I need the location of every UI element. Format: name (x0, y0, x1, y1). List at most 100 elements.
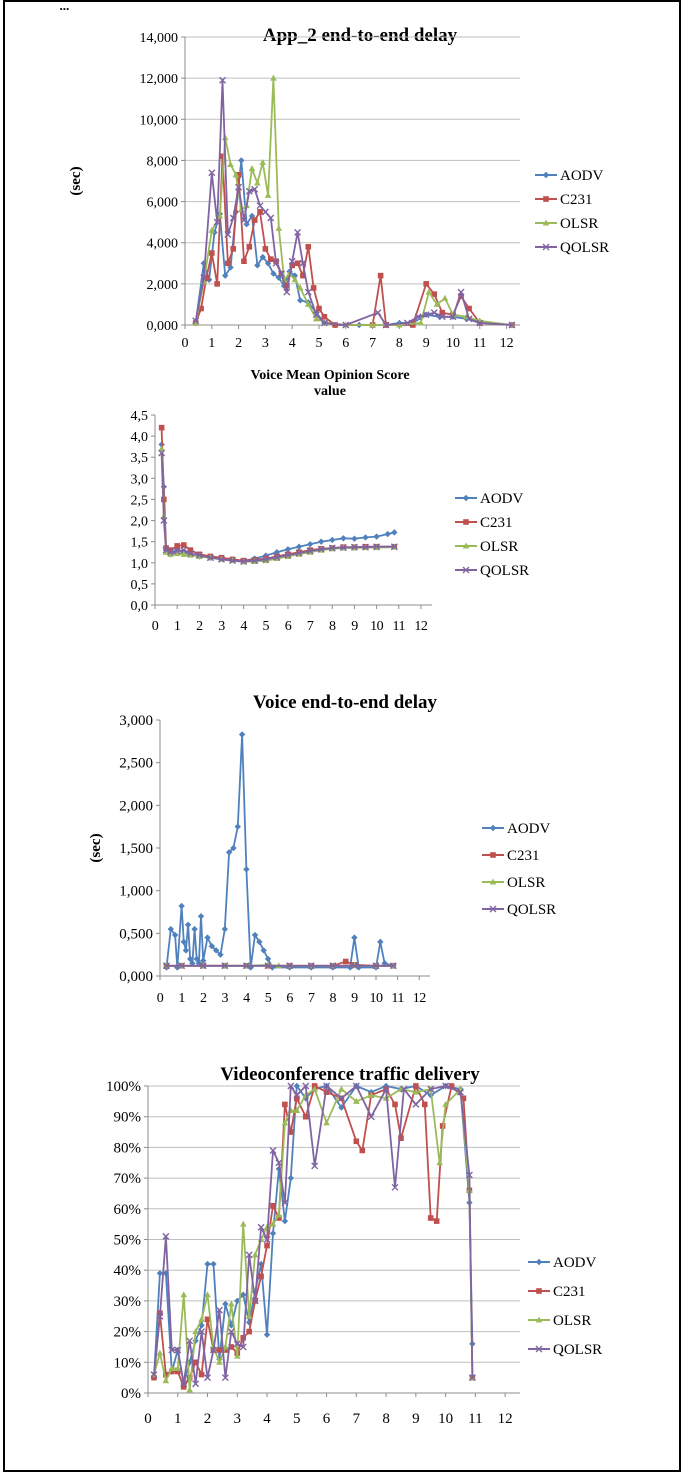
data-point (303, 1114, 309, 1120)
legend-item-aodv: AODV (482, 821, 550, 837)
legend-label: QOLSR (553, 1342, 602, 1358)
data-point (260, 947, 266, 953)
data-point (413, 1083, 419, 1089)
data-point (249, 165, 256, 171)
x-tick-label: 1 (178, 991, 185, 1006)
y-tick-label: 70% (114, 1171, 142, 1187)
data-point (264, 1243, 270, 1249)
x-tick-label: 9 (412, 1411, 420, 1427)
y-tick-label: 0,000 (119, 969, 153, 985)
x-tick-label: 9 (423, 336, 430, 351)
chart-title: value (314, 384, 346, 399)
legend-label: OLSR (560, 216, 598, 232)
y-tick-label: 0,000 (147, 319, 179, 334)
data-point (247, 244, 253, 250)
y-tick-label: 0,5 (131, 578, 149, 593)
legend-item-olsr: OLSR (455, 539, 518, 555)
data-point (262, 209, 268, 215)
y-tick-label: 1,000 (119, 884, 153, 900)
series-line (167, 735, 394, 968)
data-point (436, 1159, 443, 1165)
data-point (282, 1102, 288, 1108)
data-point (217, 1347, 223, 1353)
x-tick-label: 7 (307, 619, 314, 634)
x-tick-label: 11 (468, 1411, 482, 1427)
data-point (270, 1203, 276, 1209)
data-point (288, 1175, 294, 1181)
y-tick-label: 60% (114, 1202, 142, 1218)
legend-marker (490, 852, 496, 858)
x-tick-label: 0 (144, 1411, 152, 1427)
x-tick-label: 3 (222, 991, 229, 1006)
x-tick-label: 8 (329, 619, 336, 634)
data-point (285, 546, 291, 552)
data-point (305, 244, 311, 250)
data-point (259, 159, 266, 165)
data-point (209, 250, 215, 256)
legend-marker (543, 172, 549, 178)
legend-item-c231: C231 (535, 192, 593, 208)
y-tick-label: 4,000 (147, 237, 179, 252)
y-tick-label: 0,0 (131, 599, 149, 614)
x-tick-label: 11 (391, 991, 404, 1006)
x-tick-label: 12 (413, 991, 427, 1006)
data-point (214, 281, 220, 287)
series-qolsr (159, 450, 398, 565)
data-point (186, 1386, 193, 1392)
data-point (246, 1329, 252, 1335)
legend-label: OLSR (507, 875, 545, 891)
series-line (154, 1086, 472, 1387)
y-tick-label: 80% (114, 1140, 142, 1156)
legend-item-aodv: AODV (535, 168, 603, 184)
y-tick-label: 30% (114, 1294, 142, 1310)
y-tick-label: 40% (114, 1263, 142, 1279)
data-point (378, 273, 384, 279)
y-tick-label: 6,000 (147, 196, 179, 211)
data-point (282, 1119, 289, 1125)
data-point (263, 246, 269, 252)
data-point (230, 246, 236, 252)
y-tick-label: 12,000 (140, 72, 179, 87)
x-tick-label: 3 (234, 1411, 242, 1427)
legend-label: QOLSR (480, 563, 529, 579)
x-tick-label: 6 (323, 1411, 331, 1427)
x-tick-label: 12 (498, 1411, 513, 1427)
y-tick-label: 3,5 (131, 451, 149, 466)
y-tick-label: 2,0 (131, 515, 149, 530)
x-tick-label: 4 (263, 1411, 271, 1427)
x-tick-label: 5 (293, 1411, 301, 1427)
legend-label: AODV (553, 1255, 596, 1271)
chart-voice-mos: Voice Mean Opinion Scorevalue0,00,51,01,… (0, 355, 688, 675)
legend-label: C231 (560, 192, 593, 208)
data-point (178, 903, 184, 909)
y-tick-label: 2,000 (147, 278, 179, 293)
y-tick-label: 0,500 (119, 926, 153, 942)
x-tick-label: 10 (370, 619, 384, 634)
data-point (354, 1138, 360, 1144)
data-point (235, 823, 241, 829)
y-axis-label: (sec) (68, 166, 84, 195)
data-point (243, 866, 249, 872)
x-tick-label: 1 (174, 619, 181, 634)
x-tick-label: 9 (351, 991, 358, 1006)
y-tick-label: 4,0 (131, 430, 149, 445)
y-tick-label: 2,000 (119, 798, 153, 814)
data-point (384, 531, 390, 537)
x-tick-label: 9 (351, 619, 358, 634)
data-point (296, 544, 302, 550)
data-point (270, 75, 277, 81)
x-tick-label: 0 (157, 991, 164, 1006)
legend-item-olsr: OLSR (528, 1313, 591, 1329)
x-tick-label: 11 (473, 336, 486, 351)
x-tick-label: 8 (330, 991, 337, 1006)
data-point (270, 1230, 276, 1236)
data-point (392, 1102, 398, 1108)
x-tick-label: 7 (308, 991, 315, 1006)
chart-title: Videoconference traffic delivery (220, 1064, 480, 1085)
y-tick-label: 14,000 (140, 31, 179, 46)
legend-item-qolsr: QOLSR (528, 1342, 602, 1358)
y-tick-label: 3,000 (119, 713, 153, 729)
legend-item-qolsr: QOLSR (455, 563, 529, 579)
data-point (210, 1261, 216, 1267)
y-tick-label: 3,0 (131, 472, 149, 487)
